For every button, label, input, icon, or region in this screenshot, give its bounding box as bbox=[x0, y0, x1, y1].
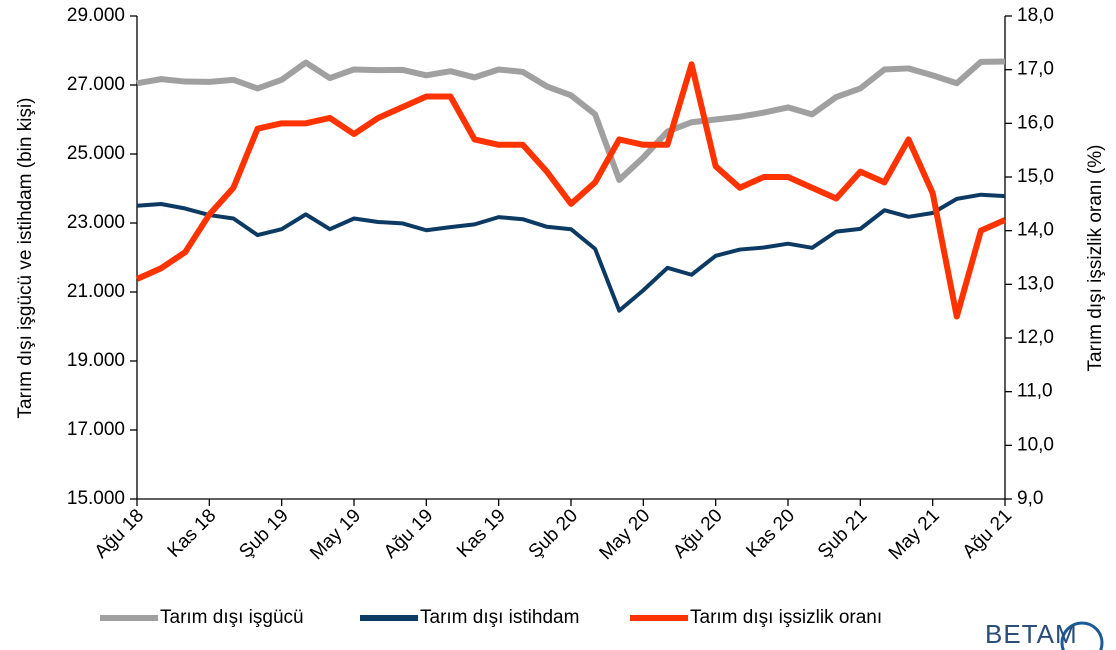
legend-label: Tarım dışı işsizlik oranı bbox=[690, 607, 882, 628]
y-tick-label: 17.000 bbox=[67, 419, 125, 440]
y2-tick-label: 14,0 bbox=[1017, 220, 1054, 241]
y2-tick-label: 12,0 bbox=[1017, 327, 1054, 348]
y-tick-label: 25.000 bbox=[67, 143, 125, 164]
y2-tick-label: 15,0 bbox=[1017, 166, 1054, 187]
y2-tick-label: 16,0 bbox=[1017, 112, 1054, 133]
y-tick-label: 21.000 bbox=[67, 281, 125, 302]
y2-tick-label: 10,0 bbox=[1017, 434, 1054, 455]
y2-tick-label: 17,0 bbox=[1017, 59, 1054, 80]
x-tick-label: May 21 bbox=[885, 505, 944, 564]
x-tick-label: Şub 19 bbox=[235, 505, 292, 562]
x-tick-label: May 20 bbox=[596, 505, 655, 564]
y-tick-label: 19.000 bbox=[67, 350, 125, 371]
x-tick-label: May 19 bbox=[306, 505, 365, 564]
x-tick-label: Kas 19 bbox=[453, 505, 510, 562]
y-tick-label: 23.000 bbox=[67, 212, 125, 233]
x-tick-label: Kas 20 bbox=[742, 505, 799, 562]
x-tick-label: Ağu 18 bbox=[91, 505, 148, 562]
series-line bbox=[136, 58, 1006, 183]
y-tick-label: 27.000 bbox=[67, 74, 125, 95]
logo-text: BETAM bbox=[985, 619, 1078, 649]
x-tick-label: Şub 20 bbox=[525, 505, 582, 562]
legend-label: Tarım dışı işgücü bbox=[160, 607, 304, 628]
y2-tick-label: 9,0 bbox=[1017, 488, 1043, 509]
y2-tick-label: 18,0 bbox=[1017, 5, 1054, 26]
x-tick-label: Kas 18 bbox=[164, 505, 221, 562]
x-tick-label: Ağu 21 bbox=[959, 505, 1016, 562]
y2-tick-label: 11,0 bbox=[1017, 381, 1053, 402]
series-line bbox=[135, 61, 1007, 320]
y-tick-label: 15.000 bbox=[67, 488, 125, 509]
y2-axis-label: Tarım dışı işsizlik oranı (%) bbox=[1085, 145, 1106, 372]
logo-arc bbox=[1060, 621, 1104, 650]
x-tick-label: Ağu 19 bbox=[380, 505, 437, 562]
x-tick-label: Ağu 20 bbox=[669, 505, 726, 562]
y-axis-label: Tarım dışı işgücü ve istihdam (bin kişi) bbox=[15, 98, 36, 419]
legend-label: Tarım dışı istihdam bbox=[420, 607, 579, 628]
logo: BETAM bbox=[985, 619, 1104, 650]
x-tick-label: Şub 21 bbox=[814, 505, 871, 562]
series-line bbox=[136, 192, 1006, 313]
y2-tick-label: 13,0 bbox=[1017, 273, 1054, 294]
y-tick-label: 29.000 bbox=[67, 5, 125, 26]
